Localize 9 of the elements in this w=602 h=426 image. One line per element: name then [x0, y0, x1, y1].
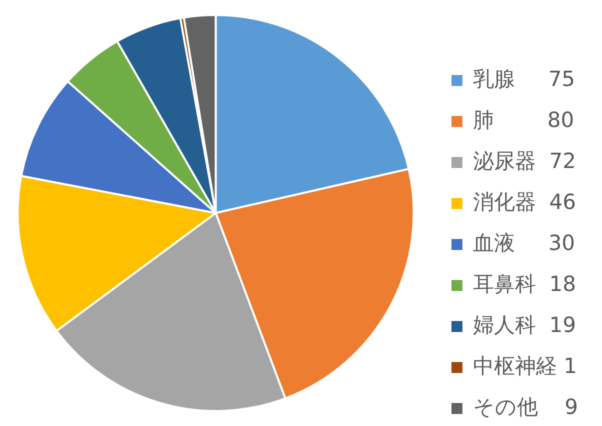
legend-label: 耳鼻科 18	[472, 272, 576, 296]
legend-label: 肺 80	[472, 108, 574, 132]
legend-label: 中枢神経 1	[472, 354, 577, 378]
legend-label: 消化器 46	[472, 190, 576, 214]
legend-label: 血液 30	[472, 230, 576, 255]
legend-label: 乳腺 75	[472, 66, 576, 91]
legend-label: 泌尿器 72	[472, 148, 576, 173]
legend-label: その他 9	[472, 394, 578, 419]
legend-label: 婦人科 19	[472, 312, 576, 337]
